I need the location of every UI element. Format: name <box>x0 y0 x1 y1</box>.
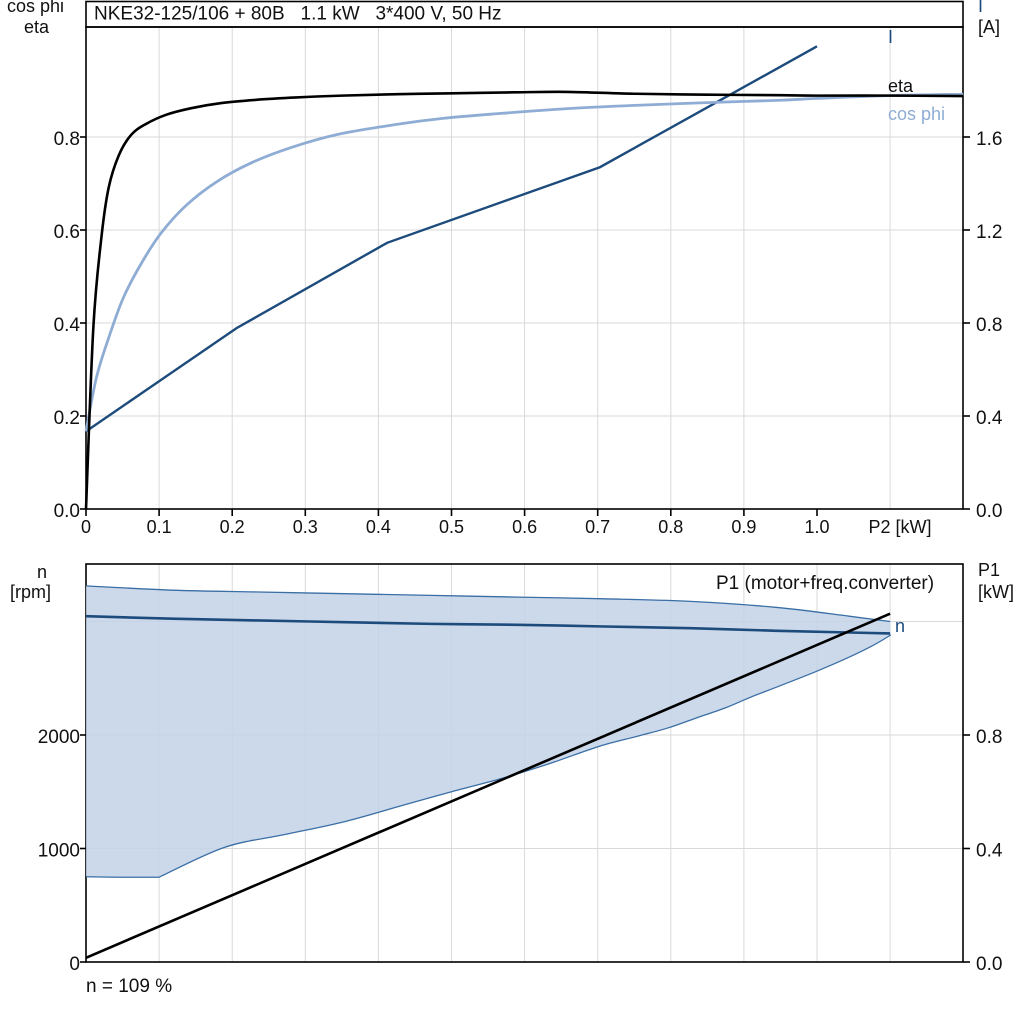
svg-text:[kW]: [kW] <box>978 582 1014 602</box>
svg-text:I: I <box>978 0 983 16</box>
svg-text:0.8: 0.8 <box>658 517 683 537</box>
svg-text:I: I <box>888 27 893 47</box>
svg-text:[rpm]: [rpm] <box>10 582 51 602</box>
svg-text:0.8: 0.8 <box>976 315 1002 336</box>
svg-text:0.9: 0.9 <box>731 517 756 537</box>
svg-text:0.5: 0.5 <box>439 517 464 537</box>
svg-text:0.7: 0.7 <box>585 517 610 537</box>
svg-text:[A]: [A] <box>978 17 1000 37</box>
svg-text:0.8: 0.8 <box>976 727 1002 748</box>
svg-text:n: n <box>37 562 47 582</box>
svg-text:0.6: 0.6 <box>512 517 537 537</box>
svg-text:1000: 1000 <box>38 841 80 862</box>
svg-text:cos phi: cos phi <box>7 0 64 16</box>
svg-text:0: 0 <box>81 517 91 537</box>
svg-text:cos phi: cos phi <box>888 104 945 124</box>
svg-text:0.0: 0.0 <box>54 501 80 522</box>
svg-text:1.2: 1.2 <box>976 222 1002 243</box>
svg-text:P1 (motor+freq.converter): P1 (motor+freq.converter) <box>716 573 934 594</box>
svg-text:0.0: 0.0 <box>976 501 1002 522</box>
svg-text:NKE32-125/106 + 80B 1.1 kW: NKE32-125/106 + 80B 1.1 kW 3*400 V, 50 H… <box>94 4 502 25</box>
svg-text:0.8: 0.8 <box>54 129 80 150</box>
svg-text:0.6: 0.6 <box>54 222 80 243</box>
svg-text:eta: eta <box>24 17 50 37</box>
svg-text:P1: P1 <box>978 560 1000 580</box>
svg-text:1.6: 1.6 <box>976 129 1002 150</box>
svg-text:0.2: 0.2 <box>220 517 245 537</box>
svg-text:0.4: 0.4 <box>976 408 1003 429</box>
svg-text:0.1: 0.1 <box>147 517 172 537</box>
svg-text:0: 0 <box>69 954 80 975</box>
svg-text:P2 [kW]: P2 [kW] <box>868 517 931 537</box>
svg-text:0.4: 0.4 <box>366 517 391 537</box>
svg-text:2000: 2000 <box>38 727 80 748</box>
svg-text:n = 109 %: n = 109 % <box>86 976 172 997</box>
svg-text:0.0: 0.0 <box>976 954 1002 975</box>
svg-text:0.3: 0.3 <box>293 517 318 537</box>
svg-text:0.4: 0.4 <box>54 315 81 336</box>
svg-text:0.4: 0.4 <box>976 841 1003 862</box>
svg-text:1.0: 1.0 <box>804 517 829 537</box>
svg-text:0.2: 0.2 <box>54 408 80 429</box>
svg-text:eta: eta <box>888 76 914 96</box>
svg-text:n: n <box>895 616 905 636</box>
